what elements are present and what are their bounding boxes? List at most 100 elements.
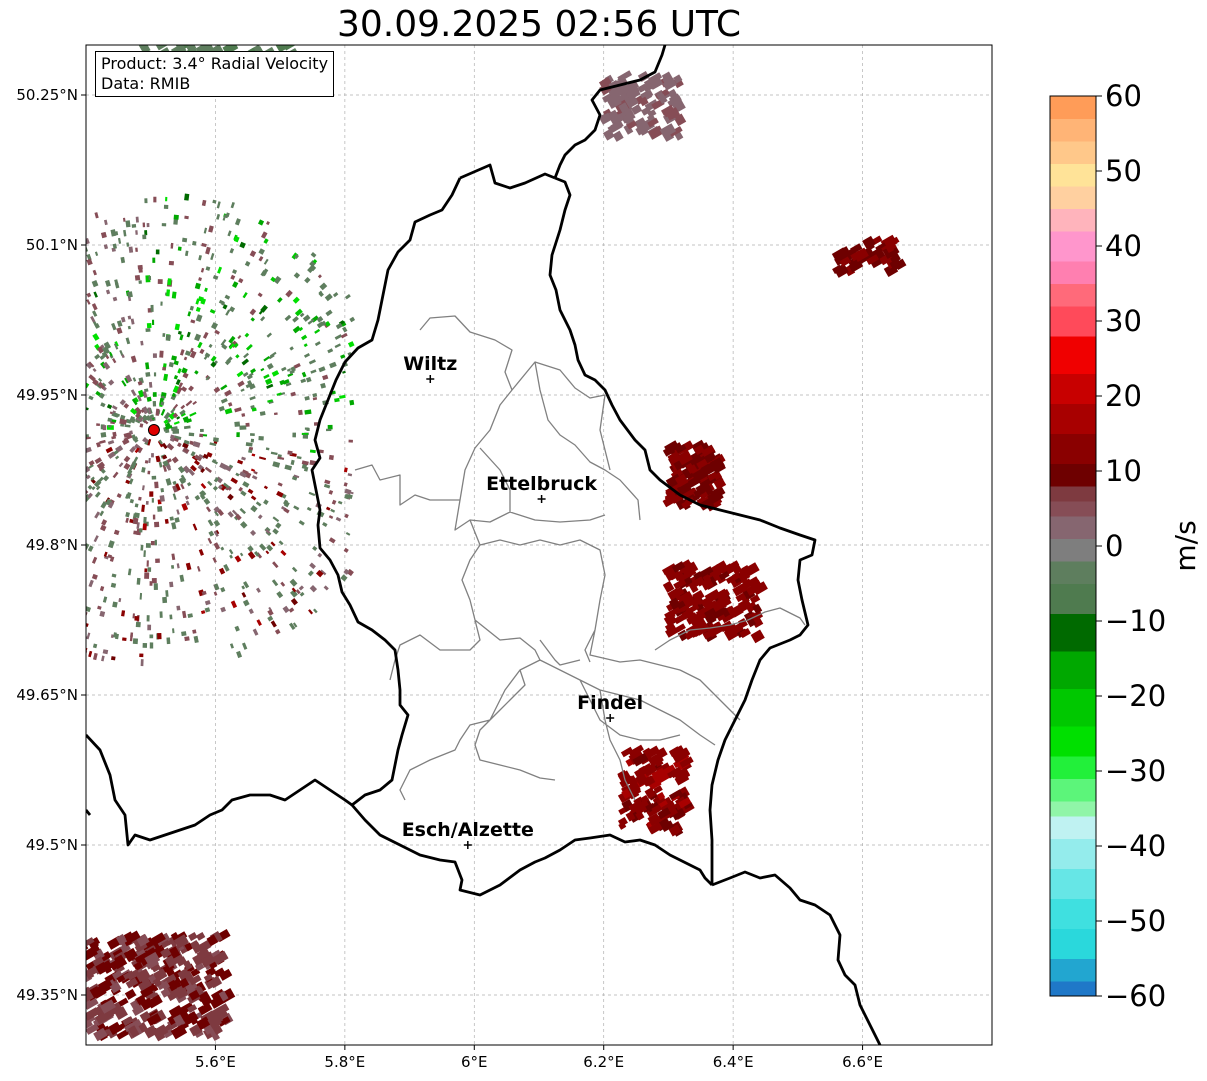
echo-pixel: [184, 942, 194, 952]
echo-pixel: [223, 563, 230, 572]
echo-pixel: [252, 628, 259, 636]
echo-pixel: [656, 791, 666, 801]
echo-pixel: [237, 380, 245, 388]
echo-pixel: [265, 447, 270, 451]
echo-pixel: [232, 281, 239, 288]
echo-pixel: [165, 478, 172, 486]
echo-pixel: [138, 268, 143, 273]
echo-pixel: [113, 632, 117, 638]
echo-pixel: [185, 500, 190, 506]
echo-pixel: [127, 291, 133, 298]
echo-pixel: [150, 304, 154, 312]
echo-pixel: [307, 570, 314, 577]
echo-pixel: [752, 603, 763, 615]
colorbar-segment: [1050, 208, 1096, 232]
echo-pixel: [175, 379, 181, 386]
echo-pixel: [192, 629, 197, 634]
echo-pixel: [206, 979, 216, 988]
lon-tick-label: 6.4°E: [713, 1053, 754, 1071]
echo-pixel: [125, 479, 131, 485]
echo-pixel: [674, 772, 690, 786]
echo-pixel: [141, 406, 149, 415]
echo-pixel: [308, 609, 314, 615]
echo-pixel: [289, 578, 298, 587]
echo-pixel: [866, 254, 880, 266]
echo-pixel: [158, 461, 163, 468]
echo-pixel: [183, 425, 191, 430]
echo-pixel: [134, 274, 141, 281]
echo-pixel: [343, 547, 349, 553]
echo-pixel: [137, 264, 143, 270]
echo-pixel: [88, 361, 95, 368]
product-label: Product: 3.4° Radial Velocity: [101, 54, 329, 73]
echo-pixel: [117, 237, 122, 244]
echo-pixel: [199, 493, 206, 500]
echo-pixel: [112, 358, 117, 364]
echo-pixel: [625, 811, 636, 822]
colorbar-tick-label: 60: [1105, 79, 1142, 113]
echo-pixel: [251, 453, 256, 457]
echo-pixel: [154, 481, 159, 489]
echo-pixel: [889, 258, 902, 271]
echo-pixel: [675, 747, 691, 761]
echo-pixel: [298, 520, 305, 526]
echo-pixel: [220, 397, 228, 404]
echo-pixel: [110, 656, 116, 661]
colorbar-segment: [1050, 613, 1096, 652]
echo-pixel: [159, 350, 164, 358]
echo-pixel: [125, 493, 130, 500]
echo-pixel: [687, 451, 703, 466]
echo-pixel: [848, 259, 864, 273]
echo-pixel: [155, 558, 160, 563]
echo-pixel: [607, 121, 623, 134]
echo-pixel: [149, 581, 153, 586]
echo-pixel: [99, 510, 105, 517]
echo-pixel: [184, 215, 189, 220]
echo-pixel: [647, 812, 662, 826]
echo-pixel: [739, 627, 751, 639]
echo-pixel: [317, 274, 322, 279]
echo-pixel: [725, 572, 741, 584]
echo-pixel: [608, 109, 619, 120]
echo-pixel: [98, 377, 103, 382]
echo-pixel: [203, 497, 211, 506]
echo-pixel: [250, 529, 257, 536]
echo-pixel: [205, 246, 211, 255]
echo-pixel: [103, 219, 108, 226]
echo-pixel: [149, 491, 154, 497]
echo-pixel: [229, 643, 234, 649]
lon-tick-label: 5.8°E: [324, 1053, 365, 1071]
echo-pixel: [313, 422, 319, 426]
echo-pixel: [164, 518, 169, 524]
echo-pixel: [658, 93, 668, 105]
echo-pixel: [123, 970, 135, 980]
colorbar-segment: [1050, 801, 1096, 817]
echo-pixel: [277, 456, 285, 460]
echo-pixel: [112, 296, 118, 302]
echo-pixel: [132, 377, 137, 382]
echo-pixel: [239, 425, 247, 430]
echo-pixel: [86, 237, 90, 245]
echo-pixel: [109, 981, 122, 994]
echo-pixel: [212, 485, 219, 491]
echo-pixel: [254, 550, 260, 557]
echo-pixel: [304, 276, 311, 284]
echo-pixel: [307, 318, 315, 325]
echo-pixel: [317, 552, 323, 558]
echo-pixel: [194, 494, 201, 501]
echo-pixel: [86, 474, 91, 480]
echo-pixel: [612, 130, 624, 142]
product-info-box: Product: 3.4° Radial Velocity Data: RMIB: [95, 51, 335, 97]
echo-pixel: [238, 486, 243, 492]
echo-pixel: [674, 473, 689, 488]
echo-pixel: [180, 483, 185, 490]
echo-pixel: [129, 498, 134, 504]
echo-pixel: [304, 395, 310, 401]
echo-pixel: [200, 482, 207, 489]
echo-pixel: [292, 432, 297, 438]
echo-pixel: [196, 1016, 211, 1031]
echo-pixel: [101, 382, 107, 387]
city-marker: [426, 375, 435, 383]
echo-pixel: [250, 368, 257, 374]
